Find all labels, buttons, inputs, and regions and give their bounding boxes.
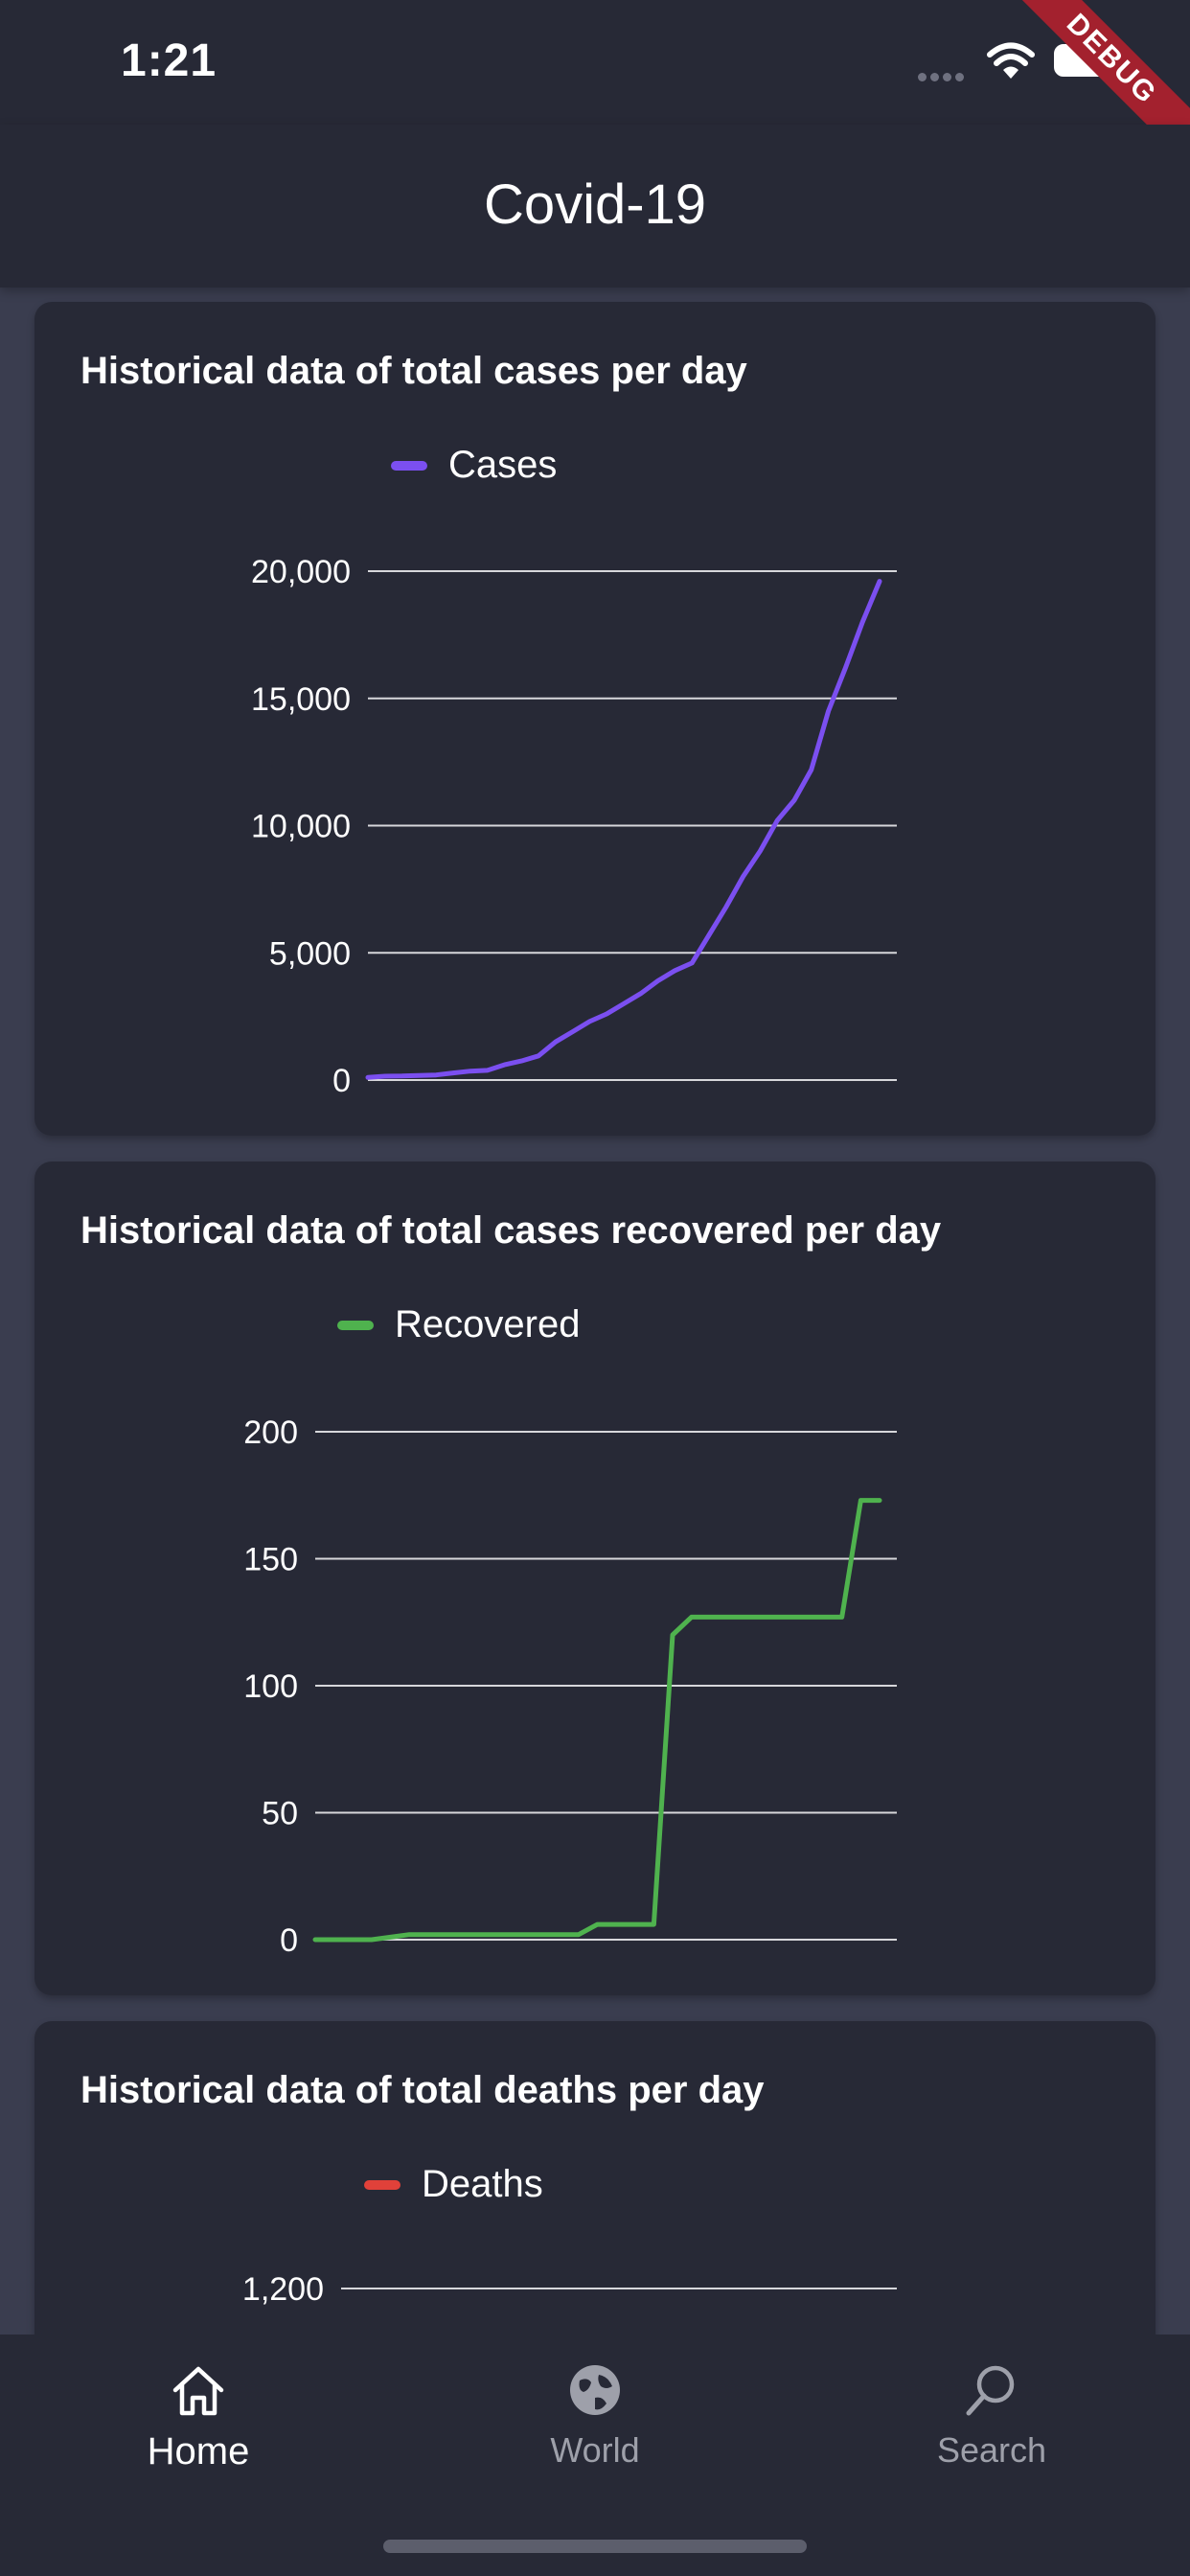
wifi-icon [987, 42, 1035, 79]
chart-legend: Recovered [337, 1303, 580, 1346]
cellular-signal-icon [918, 69, 972, 81]
card-title: Historical data of total cases recovered… [80, 1209, 942, 1252]
nav-label-home: Home [147, 2430, 250, 2472]
nav-label-world: World [550, 2430, 640, 2470]
y-tick-label: 150 [243, 1542, 298, 1578]
nav-item-world[interactable]: World [397, 2334, 793, 2526]
nav-label-search: Search [936, 2430, 1047, 2470]
y-tick-label: 20,000 [251, 554, 351, 590]
chart-legend: Cases [391, 444, 557, 487]
y-tick-label: 50 [262, 1796, 298, 1832]
recovered-line-chart: 0 50 100 150 200 [243, 1414, 897, 1959]
cases-chart-card: Historical data of total cases per day C… [34, 302, 1156, 1136]
chart-legend: Deaths [364, 2163, 543, 2206]
deaths-line-chart: 1,200 [242, 2271, 897, 2308]
legend-label: Cases [448, 444, 558, 486]
page-title: Covid-19 [483, 173, 707, 236]
nav-item-search[interactable]: Search [793, 2334, 1190, 2526]
legend-label: Recovered [395, 1303, 581, 1346]
legend-swatch [337, 1320, 374, 1330]
card-title: Historical data of total deaths per day [80, 2069, 765, 2111]
y-tick-label: 1,200 [242, 2271, 324, 2308]
y-tick-label: 0 [332, 1063, 351, 1099]
y-tick-label: 10,000 [251, 809, 351, 845]
legend-swatch [364, 2179, 400, 2190]
y-tick-label: 0 [280, 1922, 298, 1959]
legend-swatch [391, 460, 427, 471]
globe-icon [570, 2365, 620, 2415]
card-title: Historical data of total cases per day [80, 350, 747, 392]
search-icon [966, 2365, 1015, 2416]
y-tick-label: 15,000 [251, 681, 351, 718]
y-tick-label: 5,000 [269, 935, 351, 972]
status-bar: 1:21 DEBUG [0, 0, 1190, 170]
nav-item-home[interactable]: Home [0, 2334, 397, 2526]
series-line-recovered [312, 1498, 882, 1943]
cases-line-chart: 0 5,000 10,000 15,000 20,000 [251, 554, 897, 1099]
series-line-cases [365, 579, 882, 1080]
y-tick-label: 200 [243, 1414, 298, 1451]
legend-label: Deaths [422, 2163, 543, 2205]
home-indicator [383, 2540, 807, 2553]
home-icon [172, 2366, 224, 2416]
status-time: 1:21 [121, 35, 217, 86]
y-tick-label: 100 [243, 1668, 298, 1705]
bottom-navigation: Home World Search [0, 2334, 1190, 2576]
recovered-chart-card: Historical data of total cases recovered… [34, 1162, 1156, 1995]
app-bar: Covid-19 [0, 125, 1190, 288]
